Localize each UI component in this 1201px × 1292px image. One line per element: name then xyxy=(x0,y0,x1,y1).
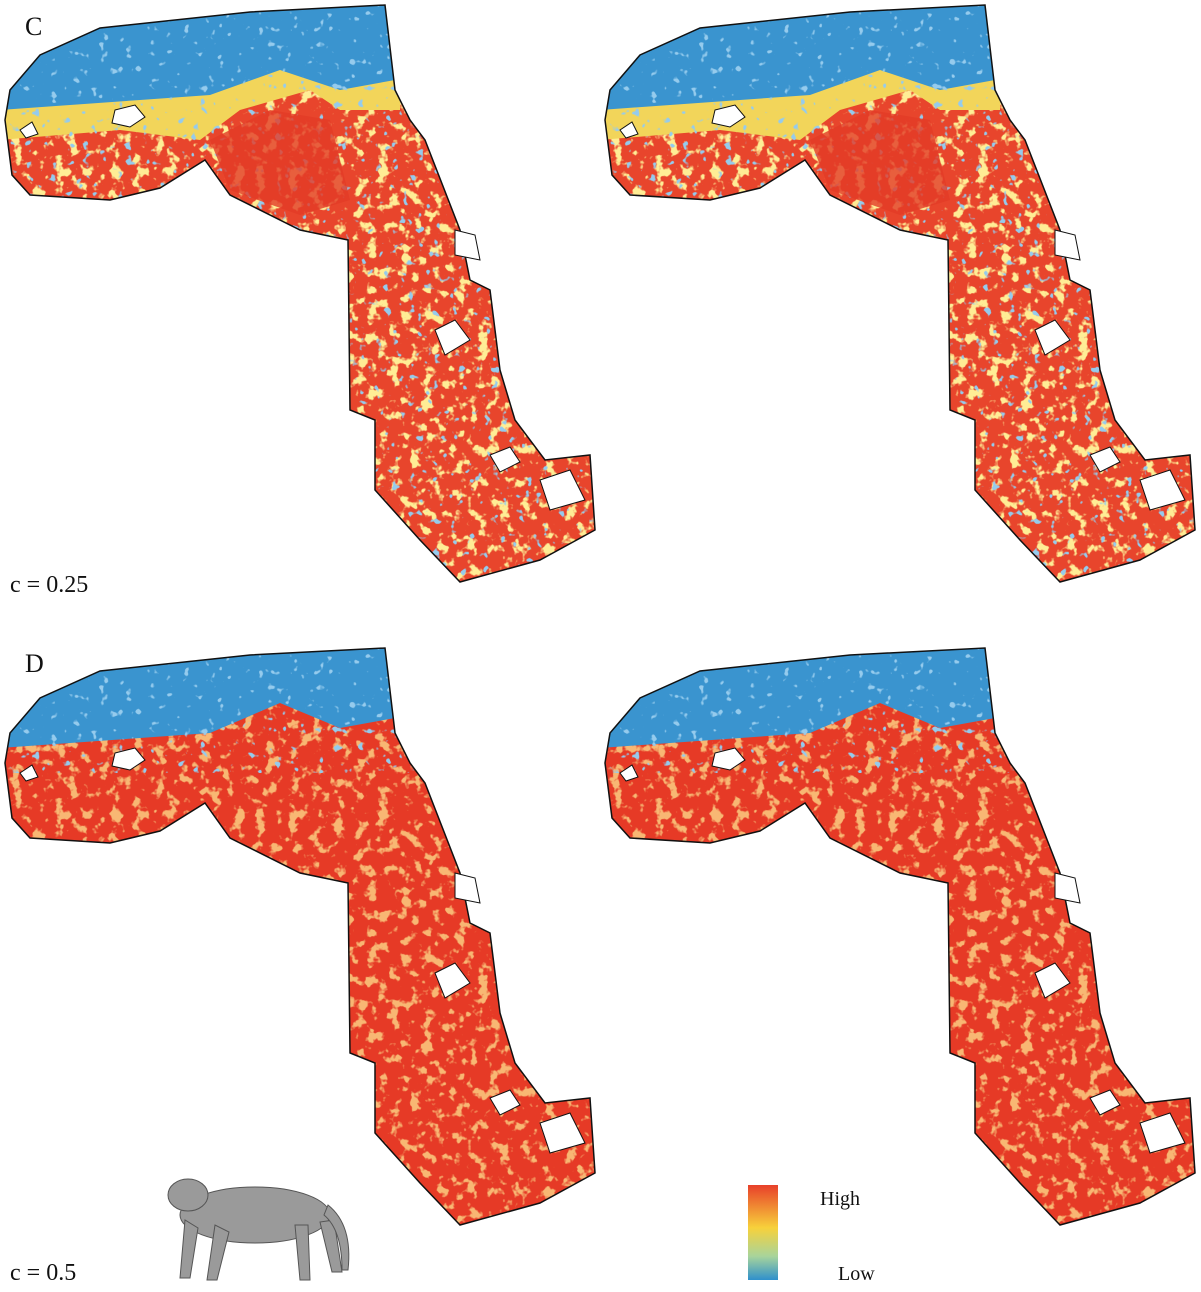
map xyxy=(0,643,600,1243)
legend-label: High xyxy=(820,1188,860,1210)
figure: C c = 0.25 D c = 0.5 High Low xyxy=(0,0,1201,1287)
parameter-label: c = 0.5 xyxy=(10,1260,76,1286)
ocelot xyxy=(168,1179,349,1280)
parameter-label: c = 0.25 xyxy=(10,572,88,598)
map xyxy=(600,643,1200,1243)
legend-colorbar xyxy=(748,1185,778,1280)
panel-label: C xyxy=(25,12,42,41)
map xyxy=(600,0,1200,600)
panel-label: D xyxy=(25,649,44,678)
map xyxy=(0,0,600,600)
legend-label: Low xyxy=(838,1263,875,1285)
